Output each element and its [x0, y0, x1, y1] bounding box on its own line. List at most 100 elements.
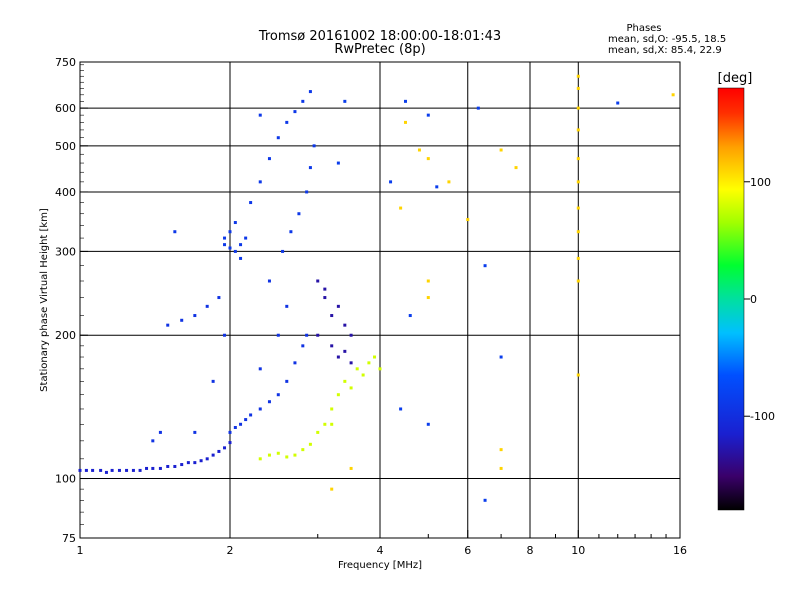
scatter-point	[239, 422, 243, 426]
scatter-point	[349, 361, 353, 365]
scatter-point	[258, 113, 262, 117]
scatter-point	[576, 74, 580, 78]
scatter-point	[158, 430, 162, 434]
scatter-point	[193, 430, 197, 434]
scatter-point	[193, 461, 197, 465]
scatter-point	[145, 466, 149, 470]
scatter-point	[151, 466, 155, 470]
scatter-point	[336, 393, 340, 397]
scatter-point	[138, 468, 142, 472]
scatter-point	[125, 468, 129, 472]
scatter-point	[349, 333, 353, 337]
scatter-point	[228, 430, 232, 434]
scatter-point	[99, 468, 103, 472]
scatter-point	[228, 246, 232, 250]
scatter-point	[244, 418, 248, 422]
scatter-point	[276, 451, 280, 455]
scatter-point	[330, 422, 334, 426]
scatter-point	[316, 430, 320, 434]
x-tick-label: 6	[464, 544, 471, 557]
scatter-point	[228, 230, 232, 234]
scatter-point	[217, 449, 221, 453]
scatter-point	[323, 422, 327, 426]
scatter-point	[211, 453, 215, 457]
scatter-point	[131, 468, 135, 472]
scatter-point	[435, 185, 439, 189]
scatter-point	[576, 256, 580, 260]
scatter-point	[576, 86, 580, 90]
scatter-point	[349, 466, 353, 470]
scatter-point	[343, 99, 347, 103]
scatter-point	[336, 161, 340, 165]
scatter-point	[305, 333, 309, 337]
scatter-point	[308, 166, 312, 170]
stats-line-x: mean, sd,X: 85.4, 22.9	[608, 45, 722, 56]
scatter-point	[91, 468, 95, 472]
scatter-point	[258, 367, 262, 371]
scatter-point	[239, 256, 243, 260]
scatter-point	[403, 99, 407, 103]
scatter-point	[293, 361, 297, 365]
scatter-point	[330, 344, 334, 348]
scatter-point	[426, 157, 430, 161]
y-tick-label: 750	[55, 56, 76, 69]
chart-subtitle: RwPretec (8p)	[334, 42, 425, 57]
scatter-point	[233, 425, 237, 429]
scatter-point	[211, 379, 215, 383]
scatter-point	[361, 373, 365, 377]
scatter-point	[223, 446, 227, 450]
scatter-point	[330, 314, 334, 318]
scatter-point	[499, 466, 503, 470]
scatter-point	[483, 264, 487, 268]
colorbar-tick-label: 100	[750, 176, 771, 189]
scatter-point	[244, 236, 248, 240]
stats-heading: Phases	[626, 23, 661, 34]
scatter-point	[276, 136, 280, 140]
scatter-point	[576, 157, 580, 161]
y-tick-label: 400	[55, 186, 76, 199]
scatter-point	[285, 304, 289, 308]
scatter-point	[426, 296, 430, 300]
scatter-point	[223, 236, 227, 240]
scatter-point	[239, 243, 243, 247]
scatter-point	[258, 457, 262, 461]
scatter-point	[323, 296, 327, 300]
scatter-point	[199, 459, 203, 463]
scatter-point	[285, 455, 289, 459]
scatter-point	[389, 180, 393, 184]
scatter-point	[285, 120, 289, 124]
x-tick-label: 2	[227, 544, 234, 557]
y-tick-label: 75	[62, 532, 76, 545]
x-tick-label: 4	[377, 544, 384, 557]
scatter-point	[166, 464, 170, 468]
scatter-point	[576, 206, 580, 210]
scatter-point	[514, 166, 518, 170]
scatter-point	[301, 448, 305, 452]
scatter-point	[378, 367, 382, 371]
x-tick-label: 16	[673, 544, 687, 557]
scatter-point	[223, 333, 227, 337]
scatter-point	[671, 93, 675, 97]
scatter-point	[336, 355, 340, 359]
scatter-point	[267, 157, 271, 161]
scatter-point	[276, 333, 280, 337]
scatter-point	[84, 468, 88, 472]
scatter-point	[330, 487, 334, 491]
scatter-point	[217, 296, 221, 300]
scatter-point	[285, 379, 289, 383]
scatter-point	[258, 407, 262, 411]
scatter-point	[499, 355, 503, 359]
scatter-point	[267, 400, 271, 404]
scatter-point	[426, 113, 430, 117]
scatter-point	[403, 120, 407, 124]
scatter-point	[293, 110, 297, 114]
scatter-point	[323, 287, 327, 291]
scatter-point	[305, 190, 309, 194]
colorbar-ticks: 100 0 -100	[744, 176, 775, 423]
scatter-point	[343, 349, 347, 353]
scatter-point	[301, 344, 305, 348]
scatter-point	[355, 367, 359, 371]
scatter-point	[408, 314, 412, 318]
scatter-point	[193, 314, 197, 318]
